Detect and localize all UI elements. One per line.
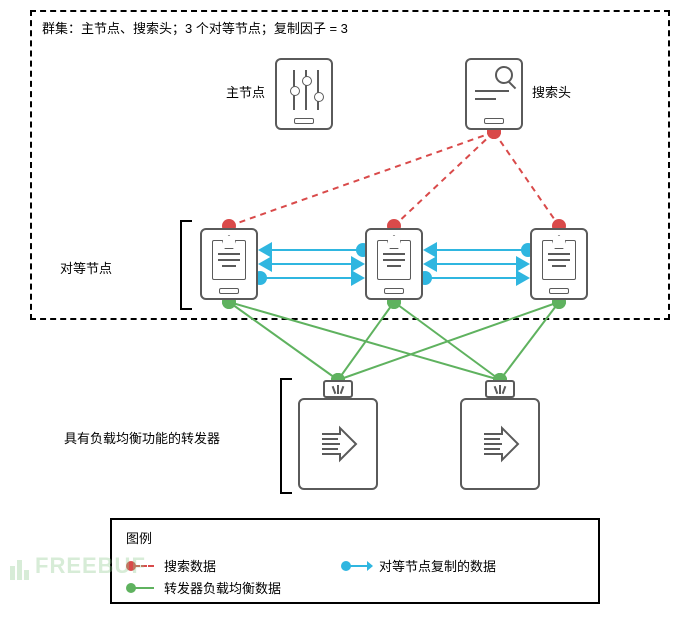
forwarder-bracket xyxy=(280,378,290,494)
forwarder-label: 具有负载均衡功能的转发器 xyxy=(64,428,220,447)
peer-label: 对等节点 xyxy=(60,258,112,277)
master-label: 主节点 xyxy=(226,82,265,101)
legend-item: 转发器负载均衡数据 xyxy=(126,578,281,597)
forwarder-node xyxy=(298,380,378,490)
watermark: FREEBUF xyxy=(10,553,146,580)
forwarder-node xyxy=(460,380,540,490)
legend-label: 搜索数据 xyxy=(164,556,216,575)
peer-node xyxy=(200,228,258,300)
legend-label: 转发器负载均衡数据 xyxy=(164,578,281,597)
peer-bracket xyxy=(180,220,190,310)
legend-title: 图例 xyxy=(126,528,584,547)
search-head-node xyxy=(465,58,523,130)
forward-arrow-icon xyxy=(478,422,522,466)
legend: 图例 搜索数据 转发器负载均衡数据 xyxy=(110,518,600,604)
peer-node xyxy=(365,228,423,300)
forward-arrow-icon xyxy=(316,422,360,466)
architecture-diagram: 群集：主节点、搜索头；3 个对等节点；复制因子 = 3 xyxy=(10,10,680,610)
magnifier-icon xyxy=(495,66,513,84)
legend-label: 对等节点复制的数据 xyxy=(379,556,496,575)
master-node xyxy=(275,58,333,130)
search-head-label: 搜索头 xyxy=(532,82,571,101)
legend-item: 搜索数据 xyxy=(126,556,281,575)
cluster-title: 群集：主节点、搜索头；3 个对等节点；复制因子 = 3 xyxy=(42,18,348,37)
legend-item: 对等节点复制的数据 xyxy=(341,556,496,575)
peer-node xyxy=(530,228,588,300)
